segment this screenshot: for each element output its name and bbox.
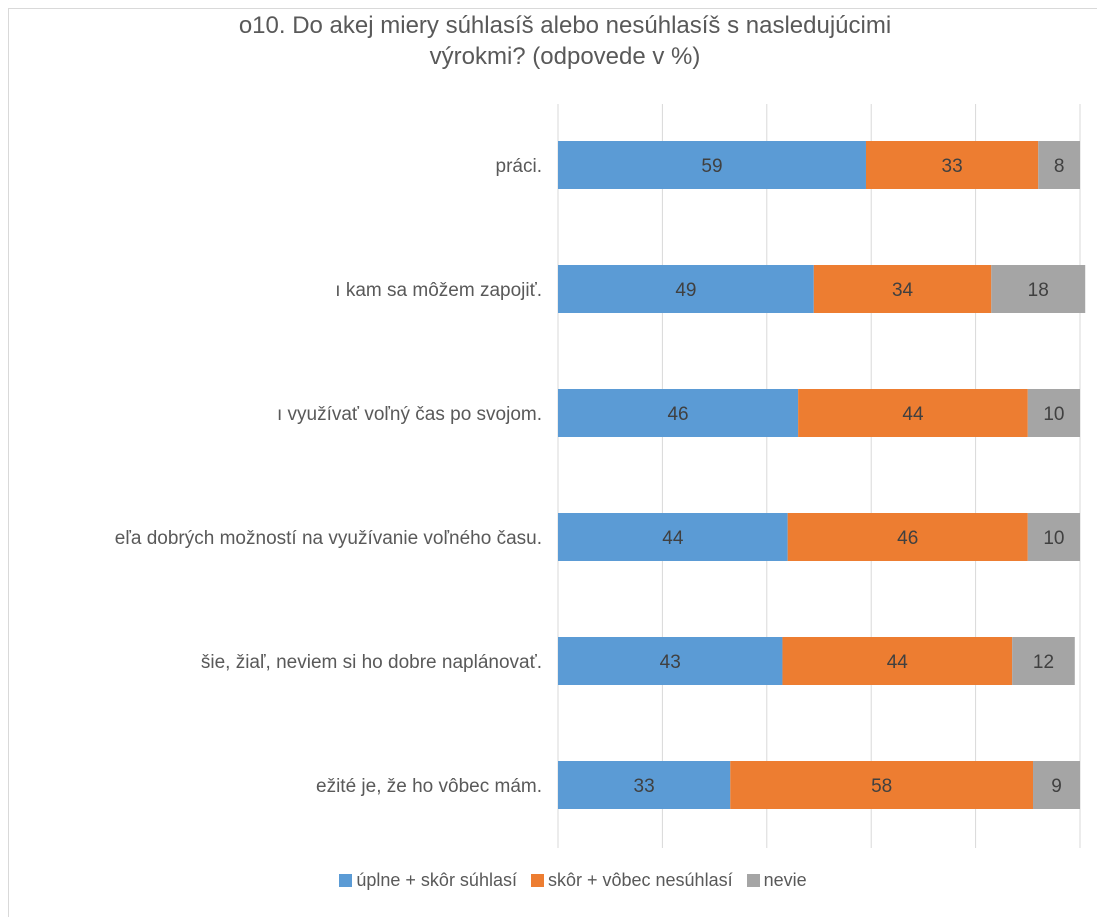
bar-disagree — [782, 637, 1013, 685]
legend: úplne + skôr súhlasí skôr + vôbec nesúhl… — [0, 870, 1097, 891]
category-label: ı využívať voľný čas po svojom. — [277, 404, 542, 425]
data-label-dontknow: 12 — [1033, 652, 1054, 673]
data-label-dontknow: 9 — [1051, 776, 1062, 797]
category-label: ežité je, že ho vôbec mám. — [316, 776, 542, 797]
data-label-disagree: 58 — [871, 776, 892, 797]
legend-item-dontknow: nevie — [746, 870, 807, 891]
data-label-agree: 59 — [701, 156, 722, 177]
data-label-disagree: 44 — [902, 404, 924, 425]
data-label-agree: 33 — [634, 776, 655, 797]
data-label-agree: 49 — [675, 280, 696, 301]
bar-disagree — [798, 389, 1028, 437]
bar-disagree — [813, 265, 992, 313]
chart-title-line2: výrokmi? (odpovede v %) — [429, 43, 701, 70]
legend-swatch-dontknow — [746, 874, 760, 887]
bar-dontknow — [1027, 389, 1080, 437]
bar-dontknow — [1033, 761, 1080, 809]
legend-swatch-agree — [339, 874, 353, 887]
legend-label-agree: úplne + skôr súhlasí — [356, 870, 517, 890]
data-label-disagree: 46 — [897, 528, 918, 549]
legend-label-dontknow: nevie — [763, 870, 807, 890]
data-label-disagree: 34 — [892, 280, 914, 301]
data-label-agree: 46 — [667, 404, 688, 425]
data-label-agree: 44 — [662, 528, 684, 549]
bar-agree — [558, 141, 866, 189]
bar-agree — [558, 389, 799, 437]
category-label: šie, žiaľ, neviem si ho dobre naplánovať… — [201, 652, 542, 673]
chart-title: o10. Do akej miery súhlasíš alebo nesúhl… — [0, 10, 1097, 72]
bar-dontknow — [1012, 637, 1075, 685]
legend-item-disagree: skôr + vôbec nesúhlasí — [530, 870, 733, 891]
bar-agree — [558, 513, 788, 561]
bar-disagree — [730, 761, 1034, 809]
bar-dontknow — [1038, 141, 1080, 189]
category-label: práci. — [496, 156, 542, 177]
bar-disagree — [787, 513, 1028, 561]
data-label-agree: 43 — [660, 652, 681, 673]
bar-dontknow — [991, 265, 1086, 313]
data-label-dontknow: 10 — [1043, 528, 1064, 549]
legend-label-disagree: skôr + vôbec nesúhlasí — [547, 870, 733, 890]
data-label-disagree: 33 — [942, 156, 963, 177]
legend-swatch-disagree — [530, 874, 544, 887]
category-label: eľa dobrých možností na využívanie voľné… — [115, 528, 542, 549]
bar-agree — [558, 761, 731, 809]
bar-agree — [558, 637, 783, 685]
chart-title-line1: o10. Do akej miery súhlasíš alebo nesúhl… — [238, 12, 892, 39]
data-label-dontknow: 8 — [1054, 156, 1065, 177]
bar-agree — [558, 265, 814, 313]
legend-item-agree: úplne + skôr súhlasí — [339, 870, 517, 891]
bar-disagree — [865, 141, 1039, 189]
data-label-dontknow: 18 — [1028, 280, 1049, 301]
data-label-disagree: 44 — [887, 652, 909, 673]
data-label-dontknow: 10 — [1043, 404, 1064, 425]
category-label: ı kam sa môžem zapojiť. — [335, 280, 542, 301]
bar-dontknow — [1027, 513, 1080, 561]
